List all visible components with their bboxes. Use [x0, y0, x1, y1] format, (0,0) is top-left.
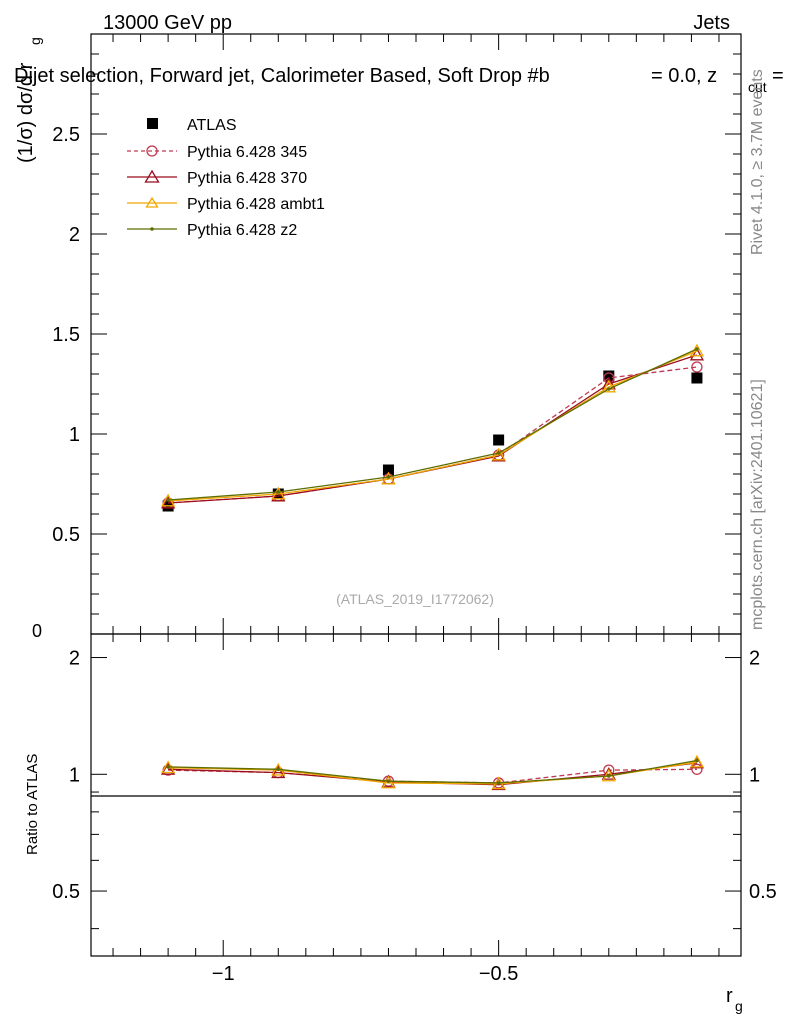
plot-title: Dijet selection, Forward jet, Calorimete…	[14, 65, 550, 87]
main-series-line-3	[168, 350, 698, 502]
legend-entry-atlas: ATLAS	[147, 117, 237, 134]
main-series-0-point	[603, 370, 615, 382]
legend-entry-370: Pythia 6.428 370	[127, 169, 307, 187]
main-series-4-point	[695, 347, 699, 351]
main-series-2-point	[161, 495, 176, 509]
ratio-series-1-point	[601, 766, 616, 780]
legend-label-z2: Pythia 6.428 z2	[187, 222, 297, 239]
ratio-series-3-point	[276, 767, 281, 772]
ratio-y-axis-label: Ratio to ATLAS	[24, 754, 41, 855]
main-series-0	[162, 370, 703, 512]
main-series-group	[161, 343, 705, 512]
main-series-3-point	[491, 447, 506, 461]
ratio-series-group	[161, 754, 705, 791]
main-y-label-sub: g	[27, 37, 43, 45]
legend-entry-ambt1: Pythia 6.428 ambt1	[127, 196, 325, 213]
main-series-2-point	[689, 347, 705, 361]
main-y-axis-label: (1/σ) dσ/d r g	[15, 37, 43, 163]
main-series-0-point	[493, 434, 505, 446]
legend-marker-370	[144, 169, 160, 183]
main-series-0-point	[382, 464, 394, 476]
ratio-series-0-point	[691, 763, 703, 775]
ratio-y-tick-label-left: 2	[69, 648, 80, 670]
main-y-tick-label: 0.5	[52, 524, 80, 546]
main-y-tick-label: 2.5	[52, 124, 80, 146]
main-y-tick-label: 1	[69, 424, 80, 446]
ratio-y-tick-labels: 0.5 0.5 1 1 2 2	[52, 648, 777, 904]
legend: ATLAS Pythia 6.428 345 Pythia 6.428 370 …	[127, 117, 325, 239]
legend-marker-345	[146, 145, 158, 157]
main-y-tick-labels: 0.5 1 1.5 2 2.5	[52, 124, 80, 546]
ratio-series-3-point	[606, 774, 611, 778]
ratio-y-tick-label-right: 0.5	[749, 881, 777, 903]
legend-marker-z2	[150, 227, 154, 231]
main-series-line-2	[168, 354, 698, 504]
ratio-series-2-point	[381, 775, 396, 789]
ratio-y-tick-label-right: 2	[749, 648, 760, 670]
main-series-4-point	[496, 451, 501, 455]
main-series-4-point	[386, 475, 391, 479]
main-series-2-point	[271, 488, 286, 502]
ratio-y-tick-label-left: 1	[69, 764, 80, 786]
rivet-label: Rivet 4.1.0, ≥ 3.7M events	[749, 69, 766, 255]
ratio-y-tick-label-left: 0.5	[52, 881, 80, 903]
main-series-line-1	[168, 366, 698, 504]
category-label: Jets	[693, 12, 730, 34]
main-series-3-point	[601, 379, 616, 393]
ratio-series-0	[162, 763, 703, 789]
main-y-tick-label: 1.5	[52, 324, 80, 346]
legend-marker-atlas	[147, 118, 158, 129]
legend-entry-345: Pythia 6.428 345	[127, 144, 307, 161]
main-y-label-text: (1/σ) dσ/d r	[15, 62, 37, 163]
x-axis-label: r	[726, 985, 733, 1007]
ratio-series-line-3	[168, 759, 698, 784]
plot-title-tail-end: =	[772, 65, 784, 87]
plot-title-tail-sub: cut	[748, 79, 767, 95]
ratio-series-3-point	[695, 758, 699, 763]
x-tick-label: −1	[212, 963, 235, 985]
legend-label-atlas: ATLAS	[187, 117, 237, 134]
main-series-line-4	[168, 348, 698, 501]
main-series-3-point	[381, 471, 396, 485]
ratio-series-1-point	[271, 765, 286, 779]
ratio-axis-ticks	[91, 634, 741, 956]
x-tick-label: −0.5	[479, 963, 518, 985]
main-series-3	[161, 343, 705, 507]
energy-label: 13000 GeV pp	[103, 12, 232, 34]
x-axis-label-sub: g	[735, 998, 743, 1014]
mcplots-label: mcplots.cern.ch [arXiv:2401.10621]	[749, 379, 766, 630]
ratio-series-3-point	[386, 779, 391, 783]
ratio-y-tick-label-right: 1	[749, 764, 760, 786]
main-series-4-point	[276, 490, 281, 494]
legend-marker-ambt1	[145, 196, 159, 208]
ratio-series-1-point	[161, 761, 176, 775]
main-axis-ticks	[91, 33, 741, 635]
main-series-1-point	[691, 361, 703, 373]
main-series-3-point	[271, 486, 286, 500]
ratio-panel-frame	[90, 633, 742, 957]
main-series-1-point	[603, 372, 615, 384]
x-tick-labels: −1 −0.5	[212, 963, 519, 985]
ratio-series-3	[166, 758, 699, 785]
plot-title-tail: = 0.0, z	[651, 65, 717, 87]
main-y-tick-zero: 0	[32, 621, 42, 641]
main-series-4-point	[606, 387, 611, 391]
main-series-2	[161, 347, 705, 509]
legend-label-ambt1: Pythia 6.428 ambt1	[187, 196, 325, 213]
ratio-series-3-point	[496, 781, 501, 785]
main-series-0-point	[691, 372, 703, 384]
main-series-4-point	[166, 498, 170, 502]
legend-entry-z2: Pythia 6.428 z2	[127, 222, 297, 239]
main-series-4	[166, 347, 699, 502]
analysis-watermark: (ATLAS_2019_I1772062)	[336, 591, 494, 607]
ratio-series-3-point	[166, 765, 170, 769]
main-y-tick-label: 2	[69, 224, 80, 246]
legend-label-345: Pythia 6.428 345	[187, 144, 307, 161]
legend-label-370: Pythia 6.428 370	[187, 170, 307, 187]
